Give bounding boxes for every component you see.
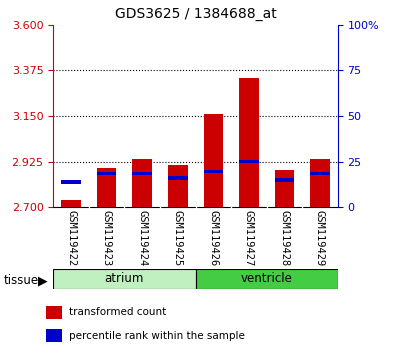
Text: ▶: ▶ bbox=[38, 274, 47, 287]
Title: GDS3625 / 1384688_at: GDS3625 / 1384688_at bbox=[115, 7, 276, 21]
Bar bbox=[61, 200, 81, 207]
Text: GSM119427: GSM119427 bbox=[244, 210, 254, 267]
Bar bbox=[310, 160, 330, 207]
Bar bbox=[168, 165, 188, 207]
Bar bbox=[239, 160, 259, 163]
Text: GSM119425: GSM119425 bbox=[173, 210, 183, 267]
Bar bbox=[132, 160, 152, 207]
Bar bbox=[47, 306, 62, 319]
Bar bbox=[97, 167, 117, 207]
Bar bbox=[61, 180, 81, 184]
Text: GSM119428: GSM119428 bbox=[279, 210, 290, 267]
Text: percentile rank within the sample: percentile rank within the sample bbox=[69, 331, 245, 341]
Bar bbox=[53, 269, 196, 289]
Text: GSM119426: GSM119426 bbox=[208, 210, 218, 267]
Bar bbox=[47, 329, 62, 342]
Bar bbox=[196, 269, 338, 289]
Text: atrium: atrium bbox=[105, 272, 144, 285]
Text: GSM119423: GSM119423 bbox=[102, 210, 112, 267]
Bar bbox=[203, 170, 223, 173]
Bar bbox=[203, 114, 223, 207]
Text: ventricle: ventricle bbox=[241, 272, 293, 285]
Text: tissue: tissue bbox=[4, 274, 39, 287]
Text: GSM119422: GSM119422 bbox=[66, 210, 76, 267]
Bar bbox=[275, 170, 294, 207]
Bar bbox=[168, 176, 188, 179]
Bar bbox=[275, 178, 294, 182]
Bar bbox=[310, 172, 330, 176]
Bar bbox=[97, 172, 117, 176]
Text: transformed count: transformed count bbox=[69, 307, 166, 317]
Text: GSM119429: GSM119429 bbox=[315, 210, 325, 267]
Bar bbox=[132, 172, 152, 176]
Text: GSM119424: GSM119424 bbox=[137, 210, 147, 267]
Bar bbox=[239, 79, 259, 207]
